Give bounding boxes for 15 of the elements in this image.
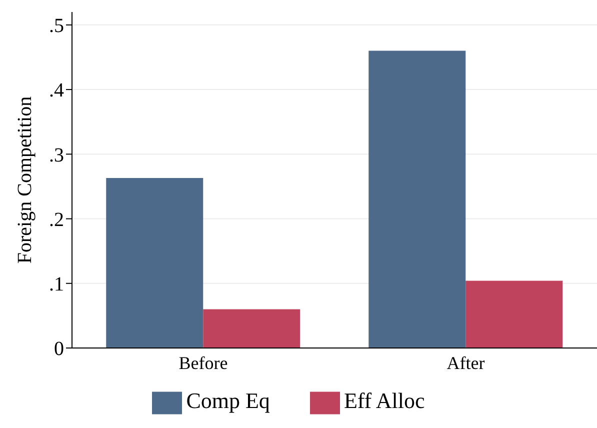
bar xyxy=(106,178,204,348)
bar xyxy=(368,50,466,348)
x-tick-label: After xyxy=(446,352,485,373)
bar xyxy=(466,280,563,348)
bar xyxy=(203,309,300,348)
y-tick-label: .1 xyxy=(49,273,64,296)
y-axis-title: Foreign Competition xyxy=(14,96,36,264)
legend-label: Comp Eq xyxy=(186,388,270,414)
legend-label: Eff Alloc xyxy=(344,388,425,414)
y-tick-label: .3 xyxy=(49,144,64,166)
y-tick-label: 0 xyxy=(54,338,64,360)
y-tick-label: .2 xyxy=(49,208,64,231)
y-tick-label: .5 xyxy=(49,15,64,38)
x-tick-label: Before xyxy=(178,352,228,373)
y-tick-label: .4 xyxy=(49,80,64,102)
